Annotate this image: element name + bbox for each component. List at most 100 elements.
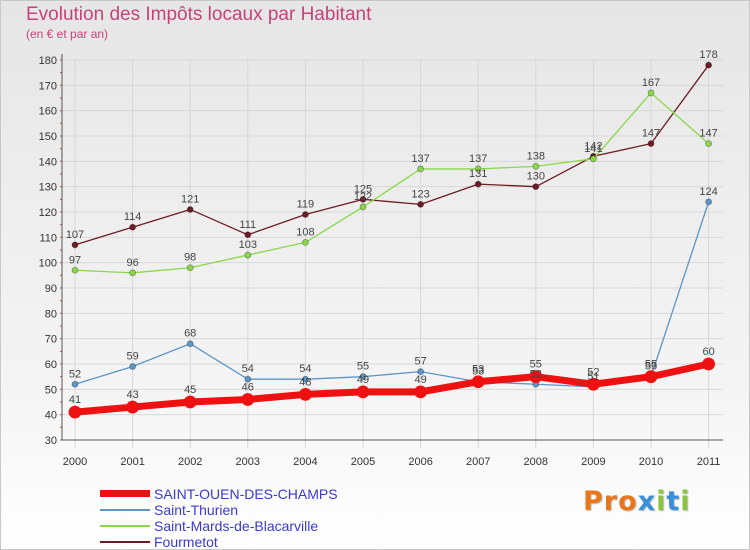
y-tick-label: 90 <box>45 283 57 295</box>
data-label: 49 <box>414 374 426 386</box>
legend-label: SAINT-OUEN-DES-CHAMPS <box>154 486 338 502</box>
legend-item: Saint-Mards-de-Blacarville <box>100 518 400 534</box>
legend-item: Fourmetot <box>100 534 400 550</box>
x-tick-label: 2010 <box>639 456 663 468</box>
data-point <box>126 400 140 414</box>
data-point <box>417 368 425 376</box>
data-label: 53 <box>472 364 484 376</box>
data-point <box>186 206 194 213</box>
series-line <box>74 64 710 246</box>
data-label: 111 <box>239 219 256 231</box>
data-label: 125 <box>354 183 372 195</box>
data-label: 138 <box>527 150 545 162</box>
data-point <box>474 165 482 173</box>
data-point <box>702 357 715 371</box>
logo-letter: t <box>666 486 681 517</box>
data-point <box>298 387 312 401</box>
data-point <box>417 165 425 173</box>
data-label: 55 <box>645 361 657 373</box>
data-point <box>705 140 712 148</box>
data-point <box>186 340 194 348</box>
data-point <box>359 373 367 381</box>
legend-swatch <box>100 509 150 511</box>
legend-swatch <box>100 541 150 543</box>
data-label: 147 <box>642 128 660 140</box>
x-tick-label: 2001 <box>120 456 144 468</box>
data-point <box>359 195 367 203</box>
data-label: 68 <box>184 328 196 340</box>
data-label: 45 <box>184 384 196 396</box>
data-point <box>241 393 255 406</box>
data-point <box>244 231 252 239</box>
x-tick-label: 2004 <box>293 456 317 468</box>
x-tick-label: 2003 <box>236 456 260 468</box>
x-tick-label: 2011 <box>697 456 721 468</box>
x-tick-label: 2007 <box>466 456 490 468</box>
data-point <box>186 264 194 272</box>
series-line <box>74 360 710 416</box>
data-label: 60 <box>702 346 714 358</box>
legend-item: SAINT-OUEN-DES-CHAMPS <box>100 486 400 502</box>
series-line <box>74 92 710 274</box>
y-tick-label: 70 <box>45 334 57 346</box>
logo-letter: i <box>656 486 667 517</box>
x-tick-label: 2002 <box>178 456 202 468</box>
proxiti-logo: Proxiti <box>583 486 691 517</box>
logo-letter: o <box>618 486 638 517</box>
data-label: 142 <box>584 140 602 152</box>
data-point <box>705 198 712 206</box>
data-point <box>359 203 367 211</box>
data-point <box>532 183 540 191</box>
chart-legend: SAINT-OUEN-DES-CHAMPS Saint-Thurien Saint-… <box>100 486 400 550</box>
data-point <box>301 238 309 246</box>
series-line <box>74 201 710 388</box>
data-label: 52 <box>69 368 81 380</box>
y-tick-label: 130 <box>39 182 57 194</box>
data-point <box>71 380 79 388</box>
data-label: 137 <box>411 153 429 165</box>
data-point <box>474 180 482 188</box>
legend-item: Saint-Thurien <box>100 502 400 518</box>
data-label: 178 <box>699 49 717 61</box>
data-point <box>129 223 137 231</box>
data-label: 98 <box>184 252 196 264</box>
logo-letter: i <box>680 486 691 517</box>
data-point <box>587 377 600 391</box>
chart-title: Evolution des Impôts locaux par Habitant <box>26 4 372 25</box>
data-label: 122 <box>354 191 372 203</box>
data-point <box>705 61 712 69</box>
legend-label: Fourmetot <box>154 534 218 550</box>
x-tick-label: 2005 <box>351 456 375 468</box>
chart-subtitle: (en € et par an) <box>26 27 109 41</box>
data-label: 131 <box>469 168 487 180</box>
data-label: 137 <box>469 153 487 165</box>
data-label: 147 <box>699 128 717 140</box>
data-point <box>647 140 655 148</box>
data-label: 167 <box>642 77 660 89</box>
y-tick-label: 50 <box>45 384 57 396</box>
data-label: 48 <box>299 376 311 388</box>
x-tick-label: 2008 <box>524 456 548 468</box>
data-label: 121 <box>181 193 199 205</box>
legend-swatch <box>100 490 150 497</box>
data-label: 55 <box>645 359 657 371</box>
data-label: 52 <box>587 366 599 378</box>
data-label: 55 <box>530 359 542 371</box>
data-point <box>301 375 309 383</box>
legend-label: Saint-Thurien <box>154 502 239 518</box>
y-tick-label: 180 <box>39 55 57 67</box>
data-label: 141 <box>584 143 602 155</box>
data-label: 103 <box>239 239 257 251</box>
data-point <box>129 363 137 370</box>
legend-swatch <box>100 525 150 527</box>
data-point <box>68 405 82 419</box>
data-label: 43 <box>126 389 138 401</box>
data-label: 107 <box>66 229 84 241</box>
data-label: 54 <box>299 363 311 375</box>
data-point <box>129 269 137 277</box>
y-tick-label: 120 <box>39 207 57 219</box>
y-tick-label: 60 <box>45 359 57 371</box>
data-label: 49 <box>357 374 369 386</box>
data-label: 114 <box>124 211 142 223</box>
